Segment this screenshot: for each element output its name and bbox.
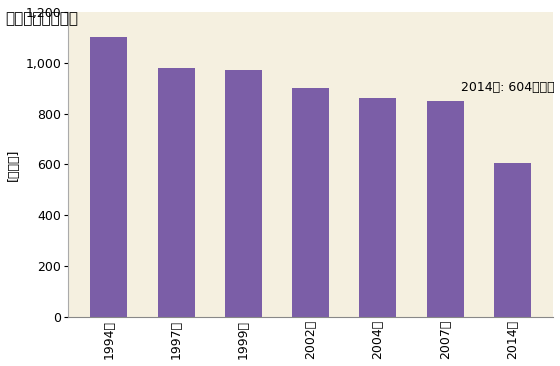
- Text: 卸売業の事業所数: 卸売業の事業所数: [6, 11, 78, 26]
- Bar: [494, 163, 531, 317]
- Y-axis label: [事業所]: [事業所]: [7, 148, 20, 180]
- Bar: [157, 68, 195, 317]
- Bar: [292, 88, 329, 317]
- Text: 2014年: 604事業所: 2014年: 604事業所: [461, 81, 554, 94]
- Bar: [90, 37, 127, 317]
- Bar: [225, 70, 262, 317]
- Bar: [427, 101, 464, 317]
- Bar: [360, 98, 396, 317]
